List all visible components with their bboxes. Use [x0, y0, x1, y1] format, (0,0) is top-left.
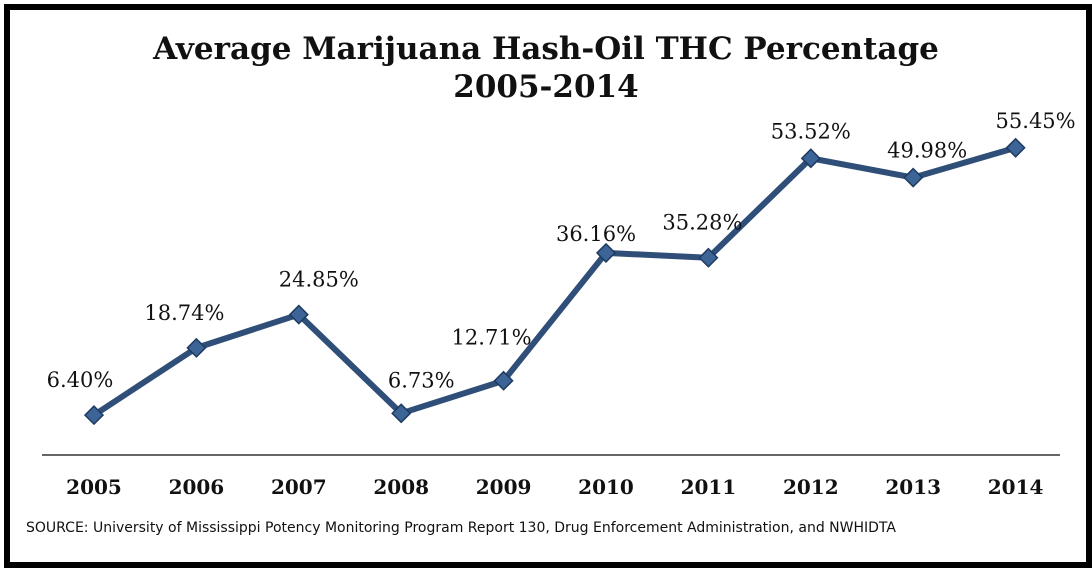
source-note: SOURCE: University of Mississippi Potenc… — [26, 520, 896, 536]
data-point-2013 — [903, 167, 924, 188]
data-label-2012: 53.52% — [771, 119, 851, 143]
data-label-2010: 36.16% — [556, 222, 636, 246]
data-point-2012 — [800, 148, 821, 169]
x-tick-label-2013: 2013 — [885, 475, 941, 499]
x-tick-label-2005: 2005 — [66, 475, 122, 499]
chart-title: Average Marijuana Hash-Oil THC Percentag… — [0, 30, 1092, 106]
data-point-2005 — [83, 405, 105, 426]
x-tick-label-2010: 2010 — [578, 475, 634, 499]
x-tick-label-2012: 2012 — [783, 475, 839, 499]
data-label-2014: 55.45% — [996, 109, 1076, 133]
x-tick-label-2011: 2011 — [681, 475, 737, 499]
x-tick-label-2007: 2007 — [271, 475, 327, 499]
data-point-2008 — [391, 403, 412, 424]
data-label-2013: 49.98% — [887, 139, 967, 163]
series-line — [91, 144, 1019, 419]
data-point-2011 — [698, 247, 719, 268]
chart-title-line1: Average Marijuana Hash-Oil THC Percentag… — [153, 31, 939, 67]
data-label-2006: 18.74% — [144, 301, 224, 325]
data-label-2007: 24.85% — [279, 268, 359, 292]
data-point-2006 — [186, 337, 207, 358]
chart-frame — [4, 4, 1092, 568]
data-point-2010 — [595, 242, 617, 263]
x-tick-label-2009: 2009 — [476, 475, 532, 499]
x-tick-label-2006: 2006 — [169, 475, 225, 499]
chart-title-line2: 2005-2014 — [453, 69, 639, 105]
data-label-2011: 35.28% — [662, 211, 742, 235]
x-tick-label-2014: 2014 — [988, 475, 1044, 499]
x-tick-label-2008: 2008 — [373, 475, 429, 499]
data-label-2008: 6.73% — [388, 368, 455, 392]
data-point-2009 — [493, 370, 514, 391]
data-point-2014 — [1005, 137, 1026, 158]
data-label-2005: 6.40% — [47, 368, 114, 392]
data-point-2007 — [288, 304, 309, 325]
data-label-2009: 12.71% — [452, 326, 532, 350]
